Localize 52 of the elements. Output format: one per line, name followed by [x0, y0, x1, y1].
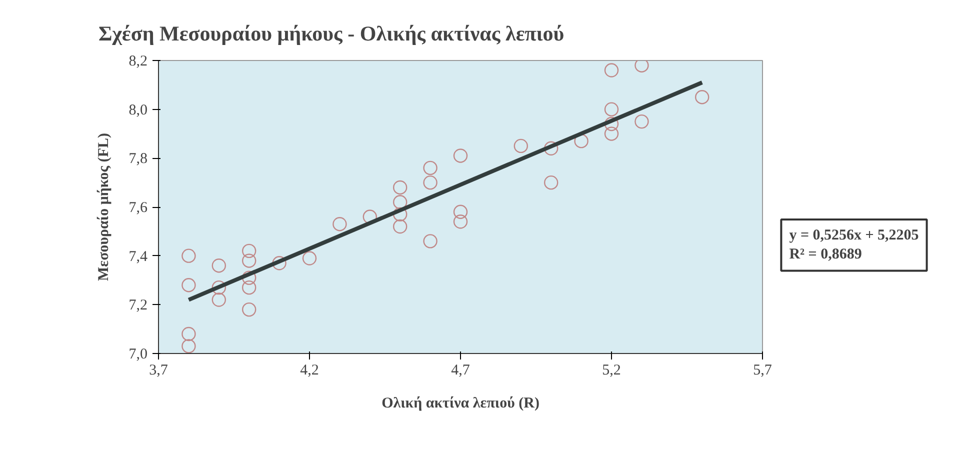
x-tick-label: 4,7: [451, 362, 470, 378]
text: y = 0,5256x + 5,2205: [789, 227, 919, 244]
point: [242, 270, 256, 285]
x-tick-label: 4,2: [300, 362, 319, 378]
point: [544, 175, 558, 190]
y-tick-label: 7,4: [128, 248, 148, 265]
point: [182, 278, 196, 292]
y-tick-label: 8,0: [128, 102, 148, 118]
point: [302, 251, 317, 266]
point: [212, 280, 226, 295]
point: [212, 258, 226, 273]
point: [634, 114, 649, 129]
x-tick-label: 5,7: [753, 362, 772, 378]
x-tick-label: 5,2: [602, 362, 621, 378]
point: [695, 90, 710, 104]
point: [242, 254, 256, 268]
point: [332, 217, 347, 232]
point: [544, 141, 558, 156]
x-tick-label: 3,7: [149, 362, 168, 378]
y-tick-label: 7,8: [128, 151, 148, 168]
point: [453, 148, 468, 163]
point: [393, 180, 408, 195]
point: [182, 339, 196, 354]
point: [423, 160, 438, 176]
chart-title: Σχέση Μεσουραίου μήκους - Ολικής ακτίνας λεπιού: [98, 22, 564, 46]
point: [423, 175, 438, 190]
y-tick-label: 7,0: [128, 346, 148, 362]
point: [453, 204, 468, 219]
text: R² = 0,8689: [789, 246, 862, 263]
y-tick-label: 8,2: [128, 54, 148, 70]
point: [514, 138, 528, 154]
point: [182, 326, 196, 342]
point: [212, 292, 226, 307]
point: [604, 63, 619, 78]
point: [393, 219, 408, 234]
point: [182, 248, 196, 263]
x-axis-title: Ολική ακτίνα λεπιού (R): [382, 396, 540, 412]
point: [393, 195, 408, 210]
point: [604, 102, 619, 116]
point: [393, 207, 408, 222]
point: [272, 256, 286, 270]
point: [604, 116, 619, 132]
y-tick-label: 7,6: [128, 200, 148, 216]
point: [634, 60, 649, 72]
point: [423, 234, 438, 248]
point: [242, 302, 256, 317]
y-tick-label: 7,2: [128, 298, 148, 314]
point: [242, 280, 256, 295]
point: [604, 126, 619, 141]
y-axis-title: Μεσουραίο μήκος (FL): [96, 133, 112, 281]
point: [242, 244, 256, 258]
point: [453, 214, 468, 229]
